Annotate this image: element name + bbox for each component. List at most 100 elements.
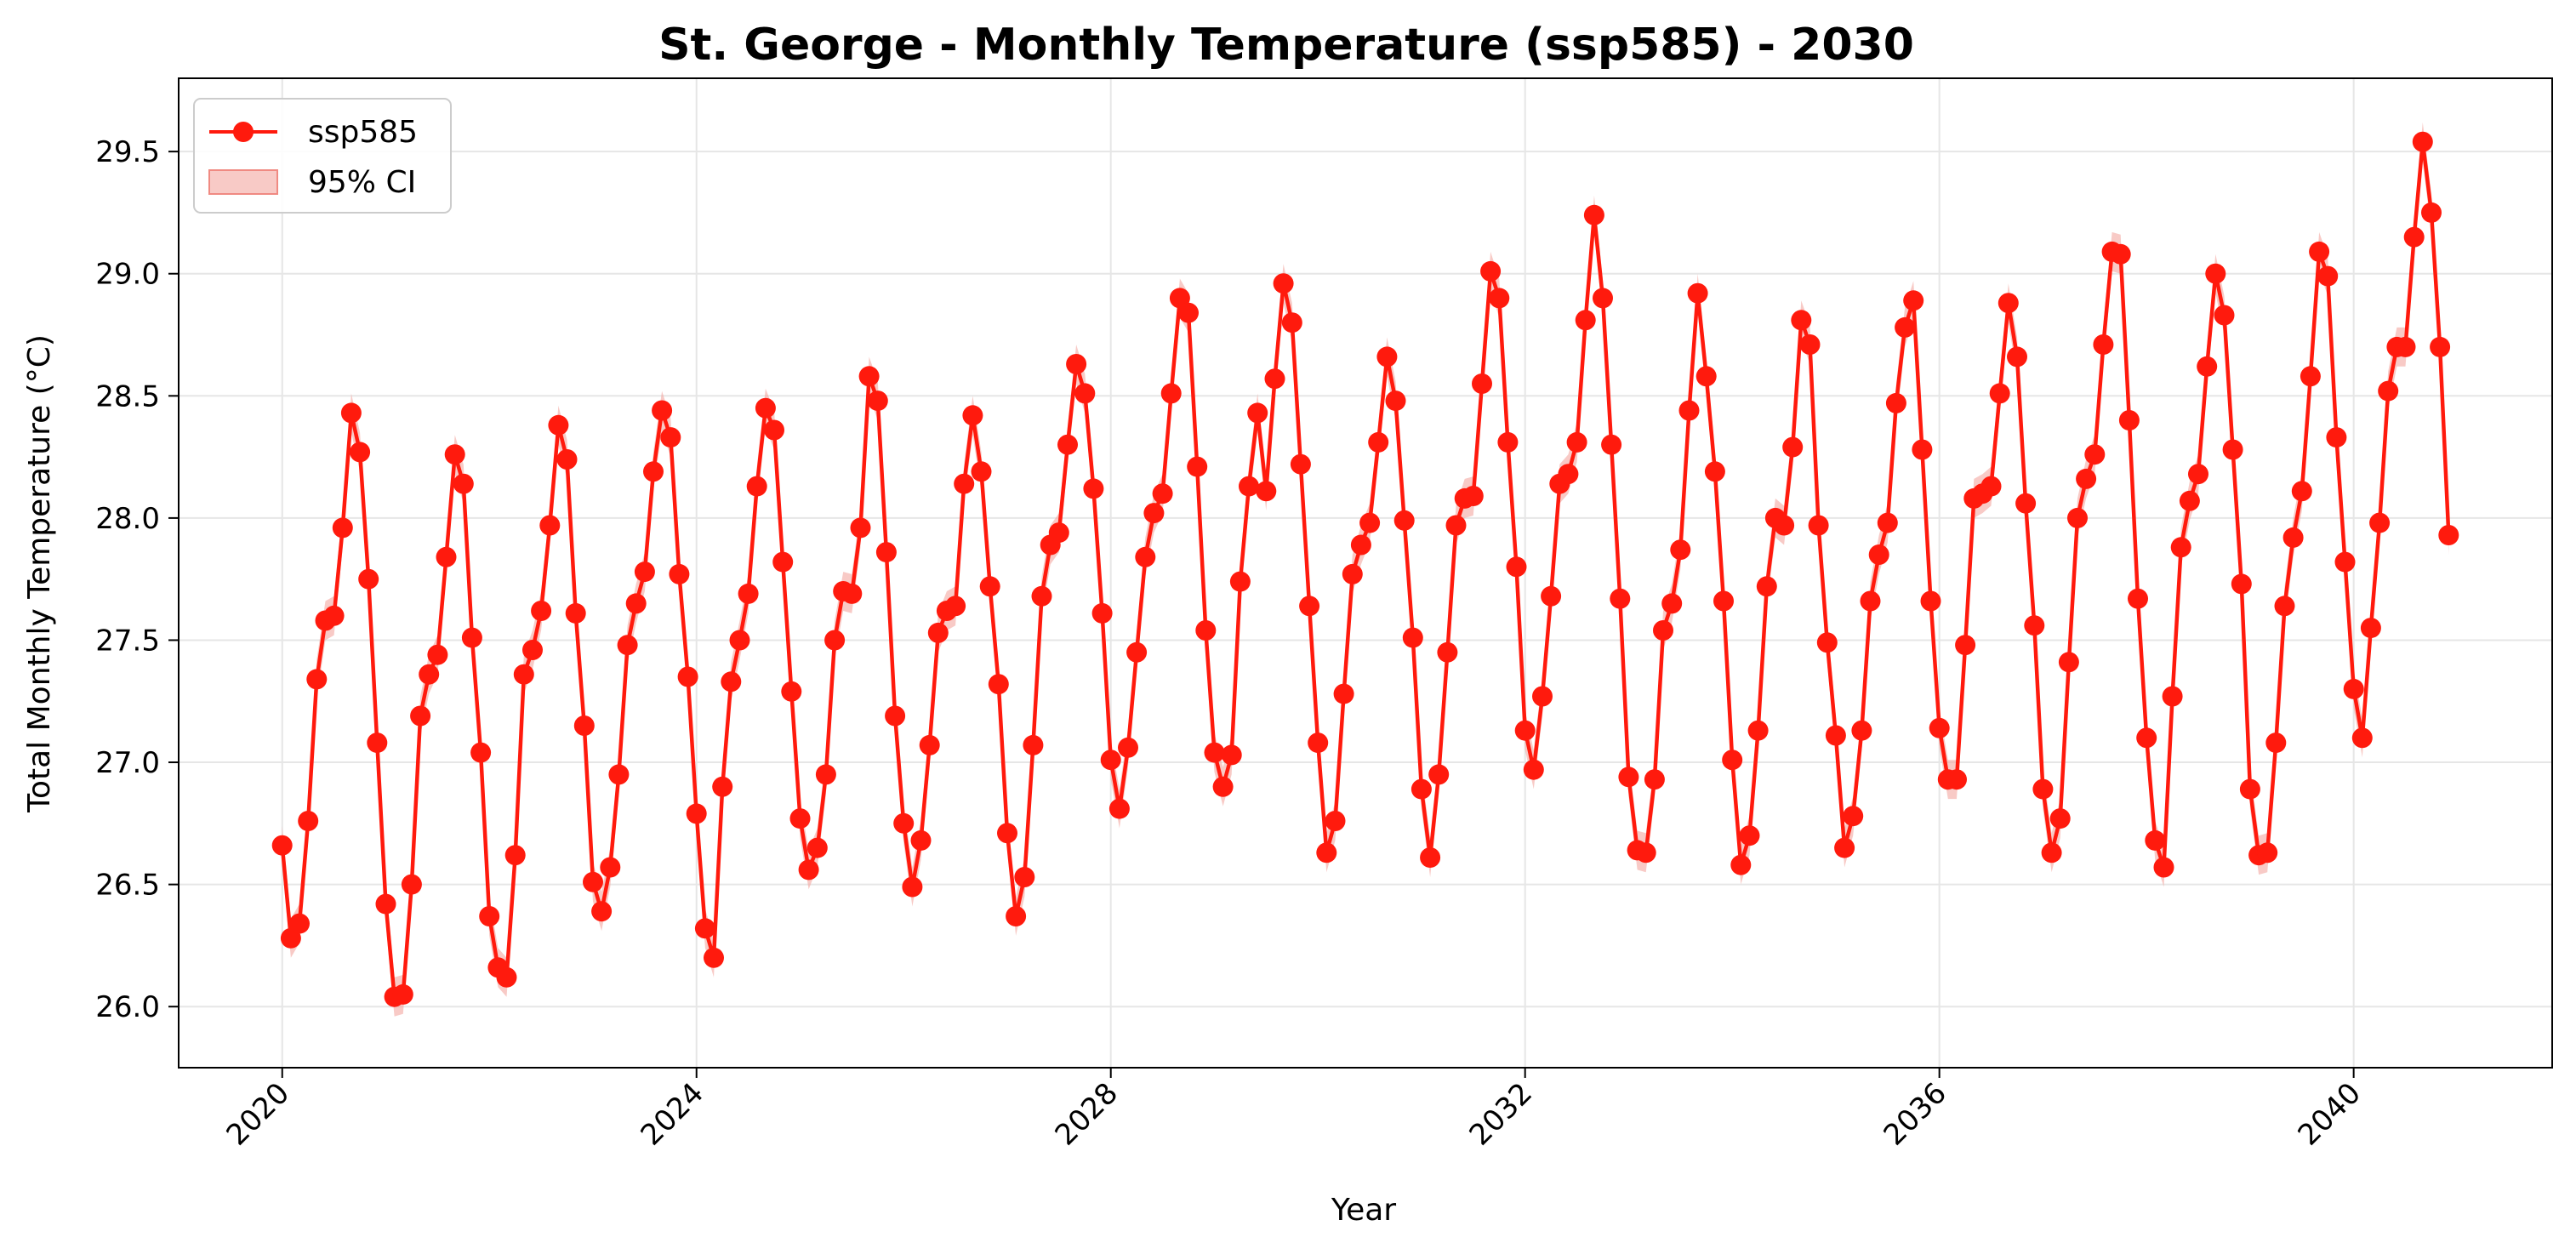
data-point bbox=[556, 449, 578, 470]
data-point bbox=[1376, 346, 1398, 368]
data-point bbox=[1687, 282, 1708, 304]
data-point bbox=[1472, 373, 1492, 394]
data-point bbox=[2197, 356, 2218, 377]
data-point bbox=[1895, 316, 1916, 338]
data-point bbox=[2205, 263, 2226, 284]
data-point bbox=[781, 681, 802, 702]
data-point bbox=[660, 427, 681, 448]
data-point bbox=[1299, 596, 1320, 617]
data-point bbox=[1704, 461, 1725, 482]
data-point bbox=[1126, 641, 1148, 663]
data-point bbox=[479, 906, 500, 926]
data-point bbox=[1118, 737, 1138, 758]
data-point bbox=[1946, 769, 1967, 790]
data-point bbox=[2136, 727, 2157, 749]
data-point bbox=[755, 397, 776, 419]
data-point bbox=[1333, 683, 1354, 704]
data-point bbox=[2153, 857, 2174, 878]
data-point bbox=[306, 669, 328, 690]
data-point bbox=[548, 414, 569, 436]
data-point bbox=[1325, 811, 1346, 831]
data-point bbox=[1308, 732, 1329, 754]
data-point bbox=[1885, 392, 1906, 413]
data-point bbox=[1385, 390, 1406, 412]
x-axis-label: Year bbox=[1331, 1193, 1396, 1228]
data-point bbox=[1497, 431, 1519, 453]
data-point bbox=[2145, 829, 2166, 851]
data-point bbox=[1489, 288, 1510, 309]
data-point bbox=[2421, 202, 2442, 223]
data-point bbox=[1083, 478, 1104, 499]
data-point bbox=[1782, 436, 1804, 458]
data-point bbox=[979, 576, 1000, 597]
data-point bbox=[367, 732, 388, 754]
data-point bbox=[1264, 368, 1285, 390]
data-point bbox=[1031, 585, 1052, 607]
y-tick-label: 26.0 bbox=[95, 990, 160, 1024]
data-point bbox=[1402, 627, 1423, 648]
data-point bbox=[1722, 750, 1743, 771]
chart-title: St. George - Monthly Temperature (ssp585… bbox=[658, 20, 1914, 71]
data-point bbox=[1273, 273, 1294, 294]
data-point bbox=[1756, 576, 1777, 597]
data-point bbox=[1368, 431, 1389, 453]
data-point bbox=[2282, 527, 2304, 548]
data-point bbox=[1239, 476, 1259, 497]
data-point bbox=[1998, 293, 2019, 314]
data-point bbox=[1618, 767, 1639, 788]
data-point bbox=[945, 596, 966, 617]
data-point bbox=[729, 630, 750, 651]
data-point bbox=[2032, 778, 2054, 800]
data-point bbox=[1601, 434, 1622, 455]
data-point bbox=[1014, 867, 1035, 887]
data-point bbox=[1169, 288, 1190, 309]
data-point bbox=[738, 583, 759, 604]
data-point bbox=[470, 742, 492, 763]
data-point bbox=[1256, 481, 1277, 502]
data-point bbox=[1583, 204, 1604, 225]
data-point bbox=[2360, 618, 2381, 639]
data-point bbox=[2067, 507, 2088, 528]
data-point bbox=[1566, 431, 1587, 453]
data-point bbox=[271, 835, 293, 856]
data-point bbox=[2084, 444, 2106, 465]
data-point bbox=[1593, 288, 1613, 309]
data-point bbox=[850, 517, 871, 539]
data-point bbox=[2162, 686, 2183, 707]
data-point bbox=[1851, 720, 1872, 741]
y-axis: 26.0 26.5 27.0 27.5 28.0 28.5 29.0 29.5 bbox=[95, 135, 179, 1024]
data-point bbox=[954, 473, 975, 494]
data-point bbox=[1791, 310, 1812, 331]
data-point bbox=[1541, 585, 1562, 607]
data-point bbox=[1532, 686, 1553, 707]
data-point bbox=[962, 405, 983, 426]
data-point bbox=[746, 476, 767, 497]
data-point bbox=[1730, 854, 1752, 875]
data-point bbox=[2351, 727, 2373, 749]
data-point bbox=[1108, 798, 1130, 819]
data-point bbox=[2326, 427, 2347, 448]
data-point bbox=[2041, 842, 2062, 864]
data-point bbox=[2128, 588, 2148, 609]
data-point bbox=[539, 515, 561, 536]
data-point bbox=[2334, 551, 2356, 573]
data-point bbox=[531, 601, 552, 621]
data-point bbox=[1187, 456, 1208, 477]
data-point bbox=[358, 568, 379, 590]
data-point bbox=[419, 664, 440, 685]
y-tick-label: 29.5 bbox=[95, 135, 160, 169]
data-point bbox=[910, 829, 932, 851]
data-point bbox=[2214, 305, 2235, 326]
data-point bbox=[608, 764, 630, 785]
data-point bbox=[2265, 732, 2287, 754]
data-point bbox=[1747, 720, 1769, 741]
data-point bbox=[1506, 556, 1527, 578]
data-point bbox=[1437, 641, 1458, 663]
data-point bbox=[1912, 439, 1933, 460]
data-point bbox=[686, 803, 707, 824]
data-point bbox=[2093, 334, 2114, 355]
data-point bbox=[772, 551, 794, 573]
data-point bbox=[1247, 402, 1268, 424]
data-point bbox=[1670, 539, 1691, 561]
